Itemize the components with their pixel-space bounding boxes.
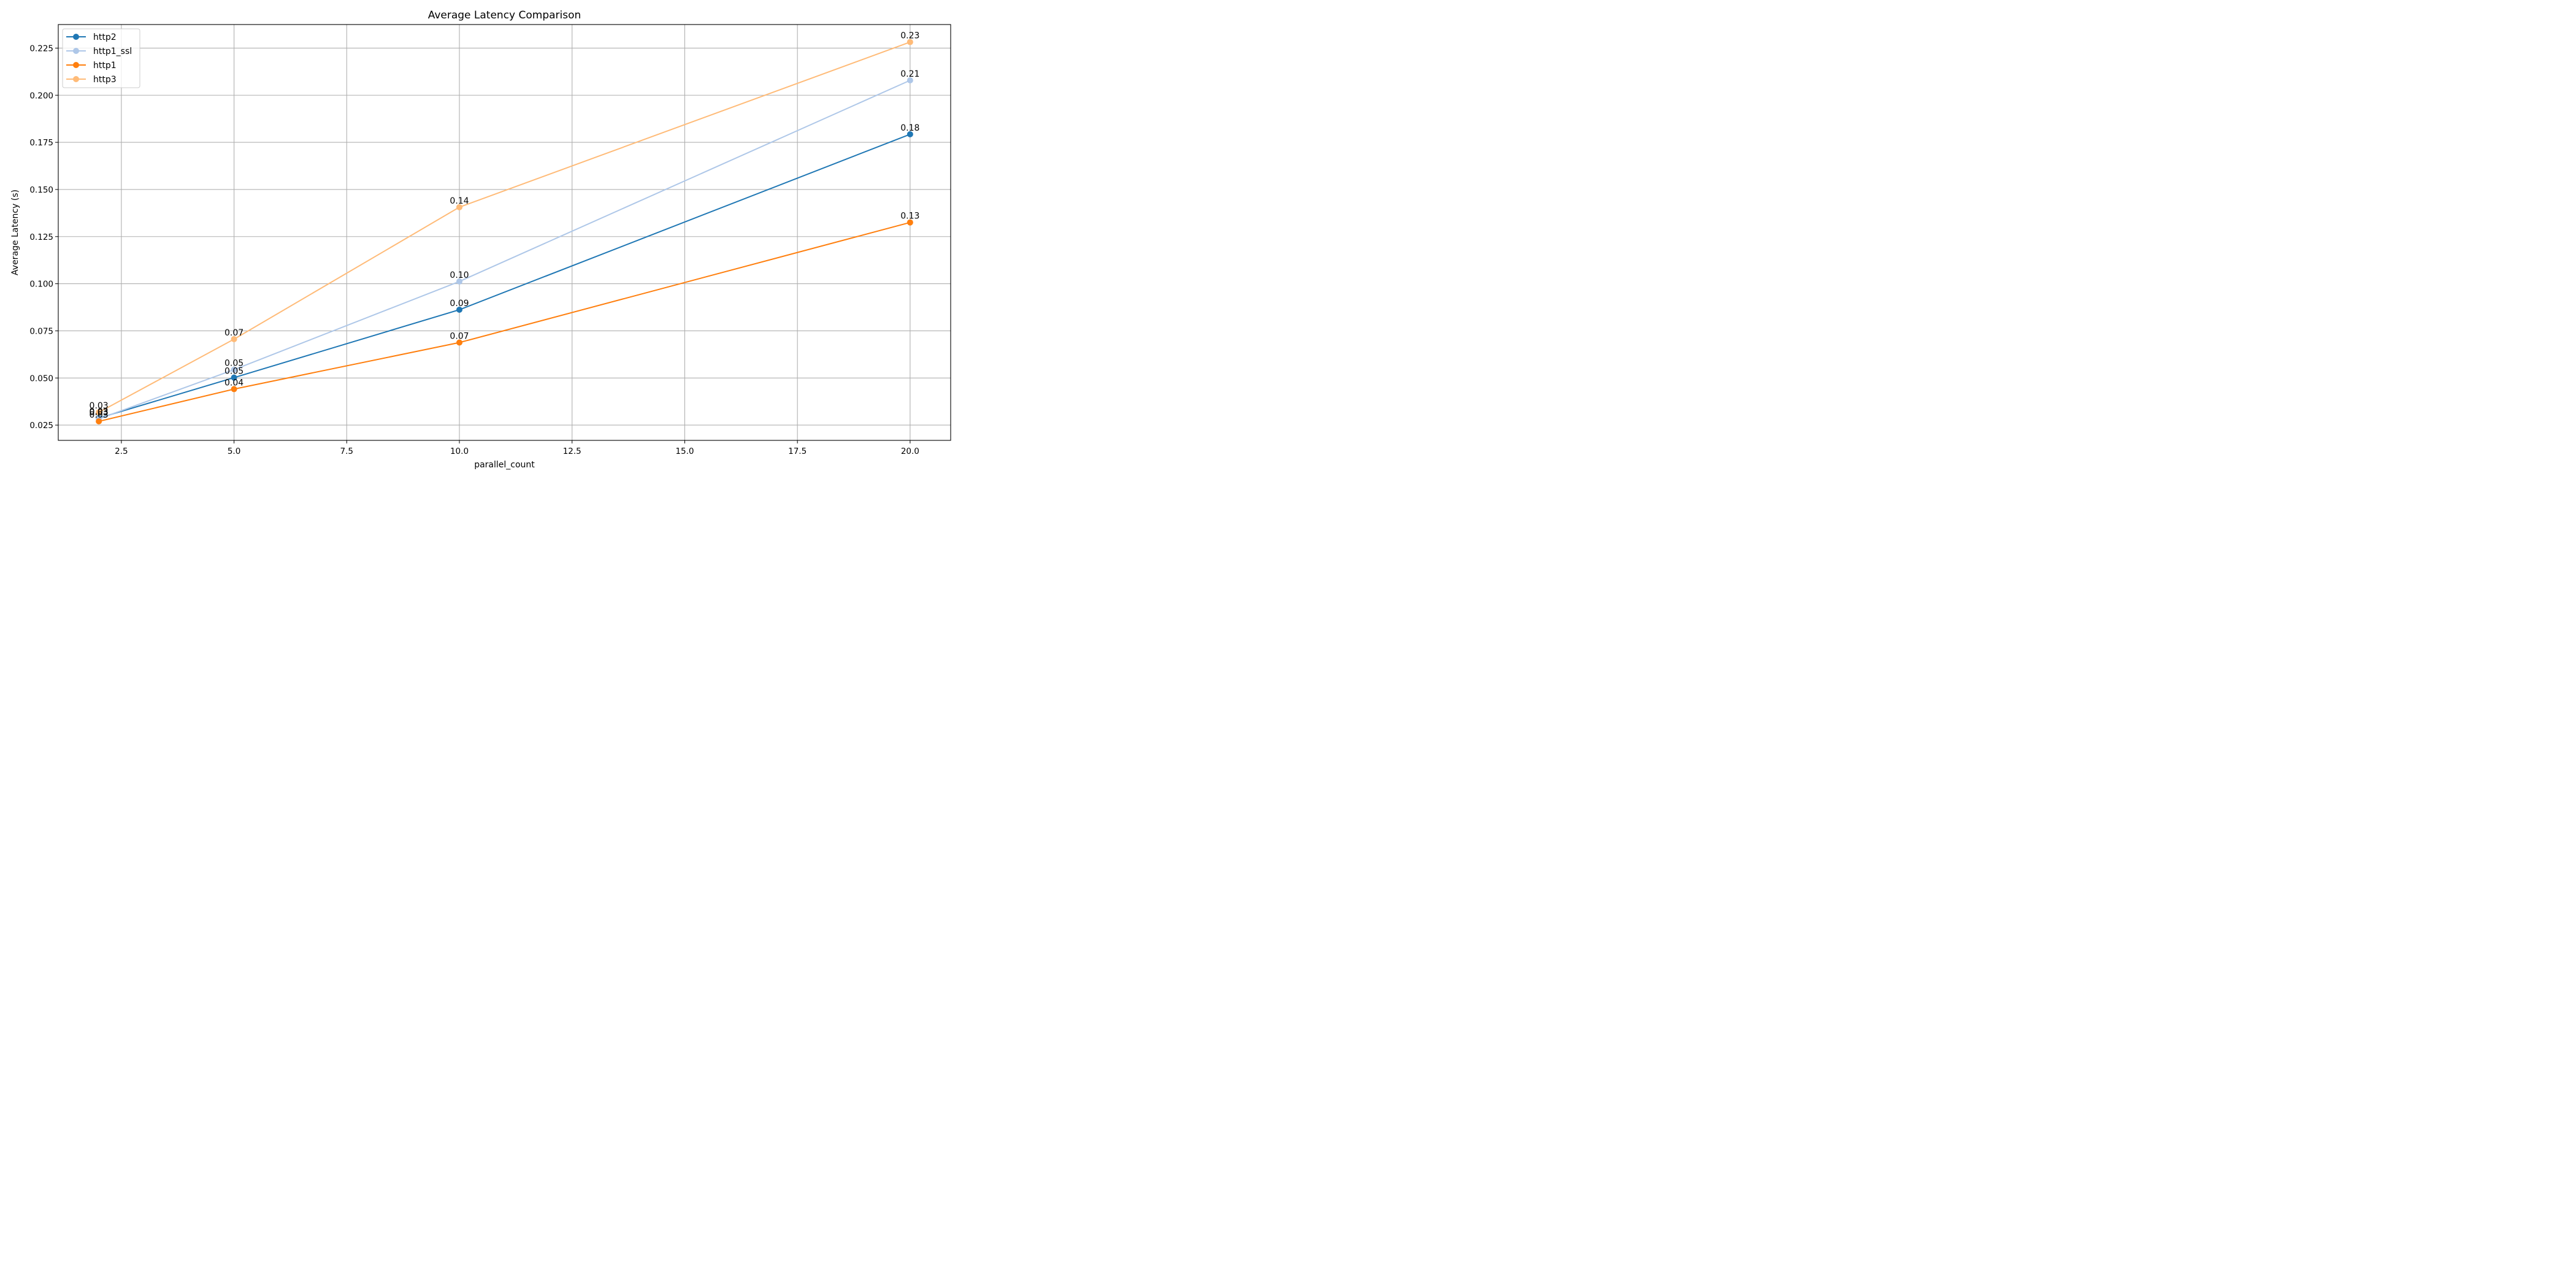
data-label-http3: 0.07: [224, 328, 243, 338]
data-point-http1_ssl: [231, 366, 237, 373]
series-line-http2: [98, 133, 911, 419]
x-tick-label: 17.5: [788, 447, 807, 456]
data-point-http1: [907, 219, 913, 226]
x-tick-label: 2.5: [115, 447, 128, 456]
y-tick-label: 0.175: [29, 138, 53, 148]
legend-marker-http1_ssl: [73, 48, 79, 54]
x-tick-label: 20.0: [901, 447, 919, 456]
data-label-http2: 0.03: [90, 407, 109, 417]
legend-marker-http3: [73, 76, 79, 82]
y-tick-label: 0.225: [29, 44, 53, 53]
chart-container: 2.5 5.0 7.5 10.0 12.5 15.0 17.5 20.0 0.025 0.050 0…: [0, 0, 962, 481]
x-tick-label: 15.0: [675, 447, 694, 456]
data-label-http1_ssl: 0.03: [90, 408, 109, 418]
data-label-http1: 0.13: [900, 212, 919, 221]
x-tick-label: 5.0: [228, 447, 240, 456]
data-label-http1_ssl: 0.10: [450, 270, 469, 280]
x-axis-label: parallel_count: [474, 460, 535, 470]
data-labels: 0.030.050.090.180.030.050.100.210.030.04…: [90, 31, 920, 420]
legend-label-http2: http2: [93, 33, 117, 42]
grid: [58, 25, 951, 440]
line-chart: 2.5 5.0 7.5 10.0 12.5 15.0 17.5 20.0 0.025 0.050 0…: [0, 0, 962, 481]
legend-frame: [62, 28, 140, 88]
data-point-http1: [456, 339, 463, 346]
legend-label-http1: http1: [93, 61, 117, 71]
x-tick-label: 12.5: [563, 447, 581, 456]
legend-marker-http1: [73, 62, 79, 68]
data-point-http1_ssl: [456, 278, 463, 285]
y-tick-label: 0.200: [29, 91, 53, 101]
legend-label-http3: http3: [93, 75, 117, 85]
y-tick-label: 0.100: [29, 280, 53, 289]
series-line-http3: [98, 41, 911, 413]
data-label-http1: 0.04: [224, 378, 243, 388]
data-label-http2: 0.09: [450, 299, 469, 309]
y-tick-label: 0.125: [29, 232, 53, 242]
data-point-http3: [456, 204, 463, 210]
data-point-http3: [231, 335, 237, 342]
chart-title: Average Latency Comparison: [428, 9, 581, 21]
data-point-http2: [456, 307, 463, 313]
data-point-http1: [231, 386, 237, 393]
data-label-http1: 0.03: [90, 410, 109, 420]
y-tick-label: 0.075: [29, 326, 53, 336]
plot-frame: [58, 24, 951, 441]
data-label-http3: 0.23: [900, 31, 919, 41]
data-label-http2: 0.05: [224, 367, 243, 377]
data-label-http3: 0.03: [90, 401, 109, 411]
data-label-http1_ssl: 0.05: [224, 359, 243, 369]
legend-marker-http2: [73, 34, 79, 40]
series-line-http1_ssl: [98, 80, 911, 420]
y-tick-label: 0.150: [29, 185, 53, 195]
x-tick-label: 7.5: [340, 447, 353, 456]
y-tick-label: 0.025: [29, 421, 53, 431]
x-tick-label: 10.0: [450, 447, 469, 456]
y-tick-label: 0.050: [29, 374, 53, 383]
figure-background: [0, 0, 962, 481]
data-label-http1_ssl: 0.21: [900, 69, 919, 79]
data-point-http2: [907, 131, 913, 137]
data-point-http3: [96, 409, 102, 416]
ticks: 2.5 5.0 7.5 10.0 12.5 15.0 17.5 20.0 0.025 0.050 0…: [29, 44, 919, 456]
legend-label-http1_ssl: http1_ssl: [93, 47, 132, 56]
data-label-http3: 0.14: [450, 196, 469, 206]
series-line-http1: [98, 221, 911, 422]
legend: http2 http1_ssl http1 http3: [62, 28, 140, 88]
data-point-http2: [231, 374, 237, 381]
data-point-http1: [96, 418, 102, 424]
data-label-http2: 0.18: [900, 123, 919, 133]
data-point-http1_ssl: [907, 77, 913, 83]
data-point-http3: [907, 39, 913, 45]
data-label-http1: 0.07: [450, 331, 469, 341]
y-axis-label: Average Latency (s): [10, 190, 20, 275]
series-group: [96, 39, 913, 424]
